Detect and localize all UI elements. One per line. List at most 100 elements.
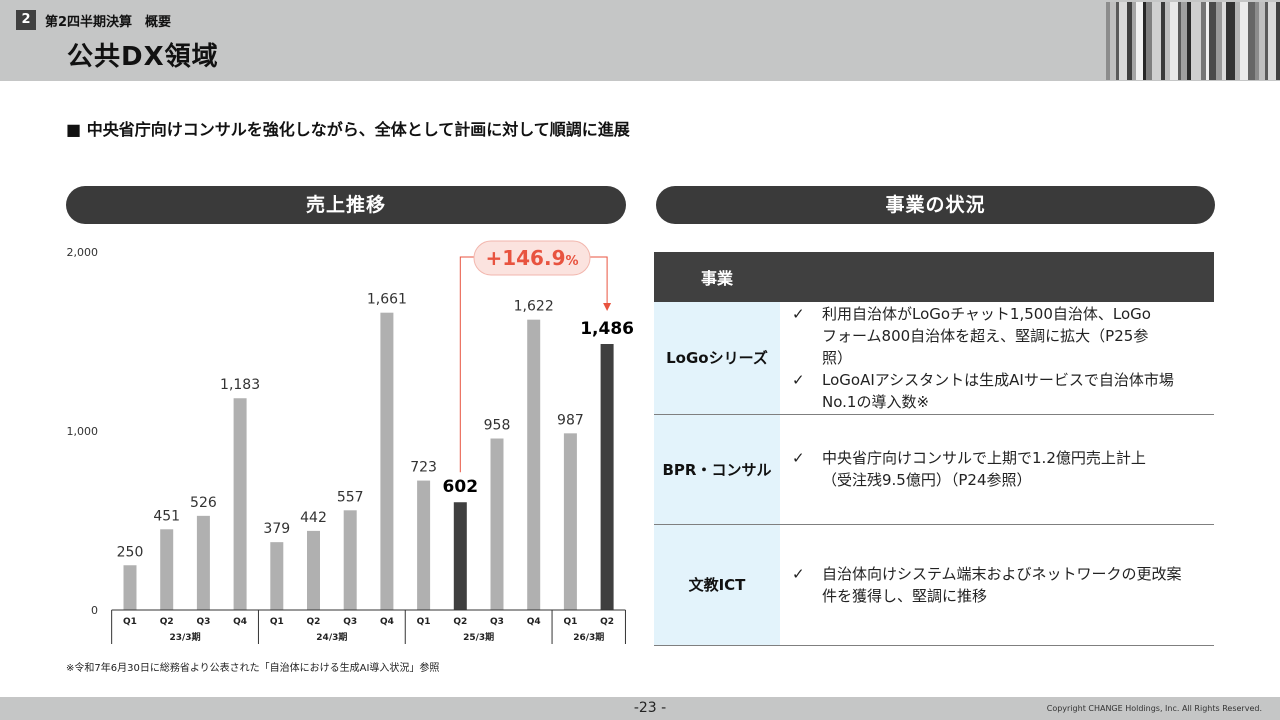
detail-bullet: ✓ LoGoAIアシスタントは生成AIサービスで自治体市場 No.1の導入数※ (792, 369, 1200, 413)
x-tick-label: Q3 (343, 617, 357, 627)
x-tick-label: Q4 (527, 617, 541, 627)
bar (233, 398, 247, 610)
business-category: 文教ICT (654, 524, 780, 646)
bar-value-label: 1,622 (514, 299, 554, 315)
bar (600, 344, 614, 610)
stripe (1206, 2, 1209, 80)
stripe (1259, 2, 1265, 80)
checkmark-icon: ✓ (792, 370, 805, 389)
stripe (1136, 2, 1143, 80)
page-title: 公共DX領域 (67, 42, 219, 72)
stripe (1110, 2, 1116, 80)
group-label: 23/3期 (170, 631, 201, 643)
stripe (1143, 2, 1146, 80)
y-tick-label: 1,000 (67, 425, 99, 438)
x-tick-label: Q2 (307, 617, 321, 627)
detail-line: （受注残9.5億円）（P24参照） (822, 471, 1032, 489)
stripe (1116, 2, 1119, 80)
table-row: BPR・コンサル ✓ 中央省庁向けコンサルで上期で1.2億円売上計上 （受注残9.5億… (654, 414, 1214, 525)
bar (307, 530, 320, 610)
lead-text: ■ 中央省庁向けコンサルを強化しながら、全体として計画に対して順調に進展 (66, 120, 630, 139)
stripe (1178, 2, 1181, 80)
bar-value-label: 526 (190, 495, 217, 511)
group-label: 25/3期 (463, 631, 494, 643)
stripe (1181, 2, 1187, 80)
x-tick-label: Q1 (270, 617, 284, 627)
stripe (1119, 2, 1127, 80)
detail-line: No.1の導入数※ (822, 392, 930, 411)
growth-arrow-head (603, 303, 612, 312)
bar-value-label: 1,183 (220, 377, 260, 393)
growth-badge-text: +146.9% (485, 246, 578, 270)
table-header-blank (780, 252, 1214, 302)
growth-bracket-left (459, 256, 474, 473)
detail-line: 自治体向けシステム端末およびネットワークの更改案 (822, 564, 1182, 583)
detail-bullet: ✓ 利用自治体がLoGoチャット1,500自治体、LoGo フォーム800自治体を超… (792, 303, 1200, 369)
sales-section-title: 売上推移 (66, 186, 626, 224)
business-detail: ✓ 利用自治体がLoGoチャット1,500自治体、LoGo フォーム800自治体を超… (780, 302, 1214, 415)
table-header-business: 事業 (654, 252, 780, 302)
stripe (1152, 2, 1161, 80)
x-tick-label: Q1 (417, 617, 431, 627)
stripe (1165, 2, 1170, 80)
growth-badge (473, 240, 591, 276)
stripe (1187, 2, 1191, 80)
bar-value-label: 723 (410, 460, 437, 476)
detail-line: LoGoAIアシスタントは生成AIサービスで自治体市場 (822, 370, 1174, 389)
sales-bar-chart: 0 1,000 2,000 250 451 526 1,183 379 442 557 1,661 7… (67, 240, 634, 644)
bar-value-label: 442 (300, 510, 327, 526)
bar (123, 565, 137, 610)
detail-bullet: ✓ 中央省庁向けコンサルで上期で1.2億円売上計上 （受注残9.5億円）（P24参照… (792, 447, 1200, 491)
growth-bracket-right (590, 256, 608, 305)
stripe (1132, 2, 1136, 80)
stripe (1222, 2, 1226, 80)
y-tick-label: 0 (91, 604, 98, 617)
stripe (1127, 2, 1132, 80)
detail-line: フォーム800自治体を超え、堅調に拡大（P25参 (822, 326, 1149, 345)
stripe (1191, 2, 1201, 80)
stripe (1146, 2, 1152, 80)
x-tick-label: Q3 (196, 617, 210, 627)
bar-value-label: 1,486 (580, 319, 634, 339)
stripe (1106, 2, 1110, 80)
x-tick-label: Q2 (160, 617, 174, 627)
table-row: LoGoシリーズ ✓ 利用自治体がLoGoチャット1,500自治体、LoGo フォーム… (654, 302, 1214, 415)
bar (417, 480, 431, 610)
checkmark-icon: ✓ (792, 564, 805, 583)
stripe (1201, 2, 1206, 80)
section-number-badge: 2 (16, 10, 36, 30)
x-tick-label: Q1 (563, 617, 577, 627)
checkmark-icon: ✓ (792, 304, 805, 323)
table-header-row: 事業 (654, 252, 1214, 302)
bar-value-label: 379 (263, 521, 290, 537)
detail-line: 利用自治体がLoGoチャット1,500自治体、LoGo (822, 304, 1151, 323)
bar-value-label: 958 (484, 418, 511, 434)
bar (527, 319, 541, 610)
header-stripe-decoration (1106, 2, 1280, 80)
business-category: LoGoシリーズ (654, 302, 780, 415)
detail-line: 件を獲得し、堅調に推移 (822, 586, 988, 605)
group-label: 24/3期 (316, 631, 347, 643)
detail-bullet: ✓ 自治体向けシステム端末およびネットワークの更改案 件を獲得し、堅調に推移 (792, 563, 1200, 607)
bar (380, 312, 394, 610)
header-bar: 2 第2四半期決算 概要 公共DX領域 (0, 0, 1280, 81)
bar (270, 542, 284, 610)
x-tick-label: Q2 (453, 617, 467, 627)
business-category: BPR・コンサル (654, 414, 780, 525)
bar-value-label: 250 (117, 544, 144, 560)
bar (160, 529, 174, 610)
group-label: 26/3期 (573, 631, 604, 643)
detail-line: 照） (822, 348, 853, 367)
checkmark-icon: ✓ (792, 449, 805, 467)
business-detail: ✓ 自治体向けシステム端末およびネットワークの更改案 件を獲得し、堅調に推移 (780, 524, 1214, 646)
bar (453, 502, 467, 610)
footnote: ※令和7年6月30日に総務省より公表された「自治体における生成AI導入状況」参照 (66, 663, 440, 674)
stripe (1268, 2, 1276, 80)
bar-value-label: 602 (443, 477, 479, 497)
bar (343, 510, 357, 610)
business-detail: ✓ 中央省庁向けコンサルで上期で1.2億円売上計上 （受注残9.5億円）（P24参照… (780, 414, 1214, 525)
stripe (1235, 2, 1240, 80)
stripe (1255, 2, 1259, 80)
page-number: -23 - (633, 700, 667, 716)
stripe (1240, 2, 1248, 80)
